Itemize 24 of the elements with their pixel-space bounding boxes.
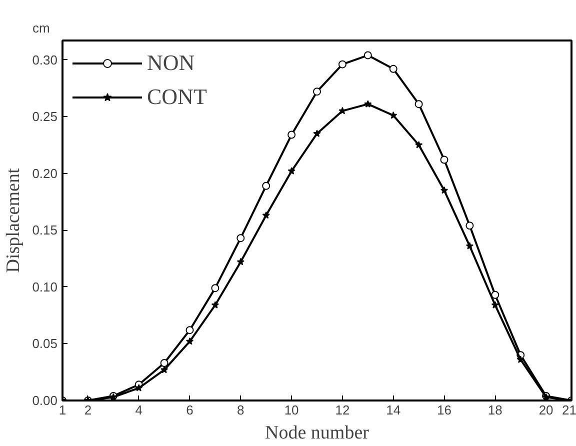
legend-label: CONT <box>147 84 208 110</box>
x-tick-label: 20 <box>538 402 554 418</box>
x-tick-label: 2 <box>84 402 92 418</box>
x-tick-label: 1 <box>58 402 66 418</box>
x-tick-label: 21 <box>562 402 576 418</box>
text: cm <box>32 20 50 36</box>
y-tick-label: 0.10 <box>32 279 58 294</box>
y-tick-label: 0.25 <box>32 109 58 124</box>
x-tick-label: 6 <box>186 402 194 418</box>
legend-label: NON <box>147 50 196 76</box>
x-axis-title: Node number <box>265 422 370 444</box>
x-tick-label: 16 <box>437 402 452 418</box>
x-tick-label: 18 <box>488 402 502 418</box>
y-tick-label: 0.00 <box>32 393 58 408</box>
y-tick-label: 0.30 <box>32 52 58 68</box>
x-tick-label: 14 <box>386 402 401 418</box>
x-tick-label: 12 <box>335 402 350 418</box>
y-tick-label: 0.15 <box>32 222 58 238</box>
y-tick-label: 0.05 <box>32 336 58 352</box>
y-tick-label: 0.20 <box>32 166 58 181</box>
x-tick-label: 10 <box>284 402 299 418</box>
x-tick-label: 4 <box>135 402 142 418</box>
x-tick-label: 8 <box>237 402 244 418</box>
y-axis-title: Displacement <box>3 168 24 273</box>
